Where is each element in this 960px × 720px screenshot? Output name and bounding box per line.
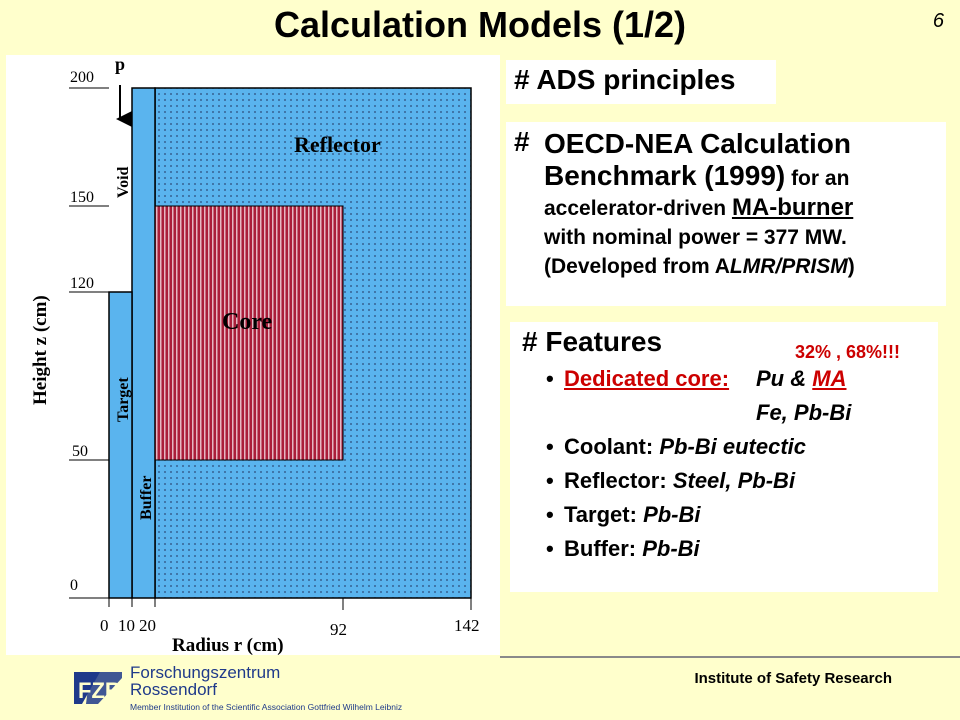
fzr-logo: FZR: [70, 664, 126, 717]
feature-value: Steel, Pb-Bi: [672, 468, 796, 493]
geometry-svg: 200 150 120 50 0 0 10 20 92 142 Radius r…: [30, 55, 480, 655]
oecd-line2-small: for an: [785, 167, 850, 190]
feature-label: Coolant:: [564, 434, 654, 459]
core-materials-2: Fe, Pb-Bi: [756, 400, 852, 425]
features-box: # Features 32% , 68%!!! • Dedicated core:…: [510, 322, 938, 592]
feature-label: Dedicated core:: [564, 366, 730, 391]
oecd-line4: with nominal power = 377 MW.: [544, 226, 847, 249]
institution-name: Forschungszentrum Rossendorf: [130, 663, 281, 699]
member-text: Member Institution of the Scientific Ass…: [130, 702, 403, 712]
core-materials-1: Pu & MA: [756, 366, 847, 391]
y-tick-50: 50: [72, 443, 88, 460]
target-region: [108, 291, 133, 599]
oecd-benchmark-box: # OECD-NEA Calculation Benchmark (1999) …: [506, 122, 946, 306]
y-tick-150: 150: [70, 189, 94, 206]
x-tick-0: 0: [100, 616, 109, 635]
feature-reflector: • Reflector: Steel, Pb-Bi: [546, 468, 796, 493]
ads-principles-heading: # ADS principles: [514, 64, 736, 95]
x-tick-10: 10: [118, 616, 135, 635]
fzr-logo-icon: FZR: [72, 670, 124, 706]
oecd-line1: OECD-NEA Calculation: [544, 128, 851, 159]
core-label: Core: [222, 309, 273, 335]
x-tick-92: 92: [330, 620, 347, 639]
feature-value: Pb-Bi eutectic: [659, 434, 807, 459]
oecd-benchmark-year: Benchmark (1999): [544, 160, 786, 191]
feature-target: • Target: Pb-Bi: [546, 502, 701, 527]
feature-label: Reflector:: [564, 468, 667, 493]
feature-coolant: • Coolant: Pb-Bi eutectic: [546, 434, 807, 459]
beam-label: p: [115, 55, 125, 74]
x-axis-label: Radius r (cm): [172, 635, 284, 655]
y-tick-120: 120: [70, 275, 94, 292]
oecd-line3-prefix: accelerator-driven: [544, 197, 732, 220]
ads-principles-box: # ADS principles: [506, 60, 776, 104]
institute-research-label: Institute of Safety Research: [694, 670, 892, 687]
reactor-geometry-diagram: 200 150 120 50 0 0 10 20 92 142 Radius r…: [6, 55, 500, 655]
oecd-line5-prefix: (Developed from A: [544, 255, 730, 278]
ma-burner-text: MA-burner: [731, 194, 854, 221]
feature-value: Pb-Bi: [642, 536, 700, 561]
oecd-text: OECD-NEA Calculation Benchmark (1999) fo…: [544, 128, 944, 281]
oecd-line5-italic: LMR/PRISM: [729, 255, 848, 278]
y-tick-0: 0: [70, 577, 78, 594]
target-label: Target: [115, 377, 132, 422]
oecd-line5-suffix: ): [847, 255, 855, 278]
features-list: • Dedicated core: Pu & MA Fe, Pb-Bi • Cool…: [546, 362, 936, 566]
void-label: Void: [115, 166, 132, 198]
x-tick-20: 20: [139, 616, 156, 635]
page-number: 6: [932, 10, 944, 32]
percent-note: 32% , 68%!!!: [795, 342, 901, 362]
buffer-label: Buffer: [138, 476, 155, 520]
y-axis-label: Height z (cm): [30, 295, 51, 405]
features-heading: # Features: [522, 326, 663, 357]
y-tick-200: 200: [70, 69, 94, 86]
feature-label: Buffer:: [564, 536, 637, 561]
feature-value: Pb-Bi: [643, 502, 701, 527]
slide-title: Calculation Models (1/2): [273, 4, 687, 45]
feature-buffer: • Buffer: Pb-Bi: [546, 536, 700, 561]
reflector-label: Reflector: [294, 132, 381, 157]
x-tick-142: 142: [454, 616, 480, 635]
oecd-hash: #: [514, 126, 530, 157]
buffer-region: [131, 87, 156, 599]
core-region: [154, 205, 344, 461]
footer-divider: [500, 656, 960, 658]
feature-dedicated-core: • Dedicated core: Pu & MA Fe, Pb-Bi: [546, 362, 936, 425]
feature-label: Target:: [564, 502, 637, 527]
svg-text:FZR: FZR: [78, 678, 121, 703]
